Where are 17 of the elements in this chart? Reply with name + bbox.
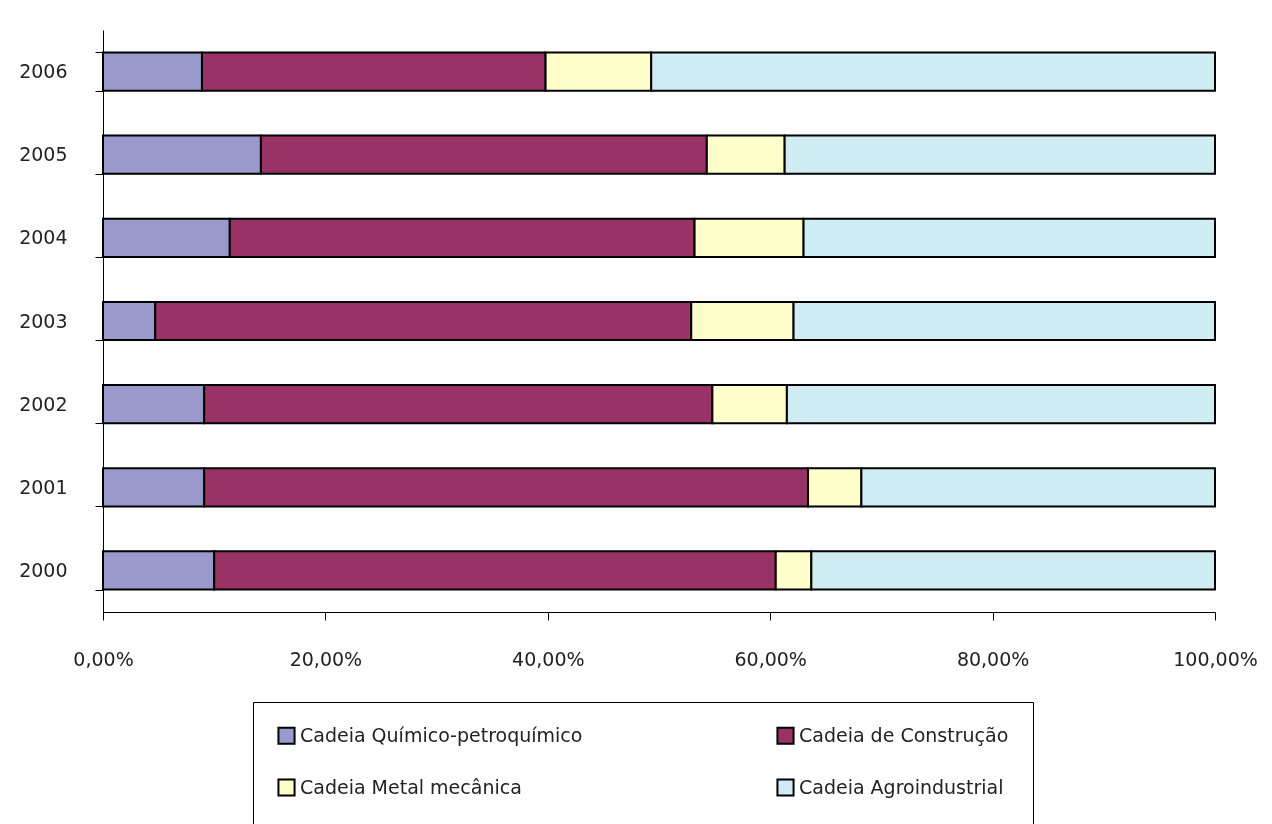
legend-label: Cadeia Metal mecânica <box>300 775 522 798</box>
y-tick-label: 2005 <box>19 143 68 166</box>
x-tick-label: 40,00% <box>512 647 585 670</box>
y-tick-label: 2004 <box>19 226 68 249</box>
legend-label: Cadeia Agroindustrial <box>799 775 1004 798</box>
x-tick-label: 100,00% <box>1173 647 1258 670</box>
legend-label: Cadeia Químico-petroquímico <box>300 723 583 746</box>
x-tick-label: 20,00% <box>289 647 363 670</box>
y-tick-label: 2003 <box>19 309 68 332</box>
legend-label: Cadeia de Construção <box>799 723 1009 746</box>
y-tick-label: 2002 <box>19 392 68 415</box>
y-tick-label: 2006 <box>19 60 68 83</box>
x-tick-label: 60,00% <box>734 647 807 670</box>
x-tick-label: 0,00% <box>73 647 134 670</box>
y-tick-label: 2000 <box>19 558 68 581</box>
x-tick-label: 80,00% <box>956 647 1030 670</box>
y-tick-label: 2001 <box>19 475 68 498</box>
